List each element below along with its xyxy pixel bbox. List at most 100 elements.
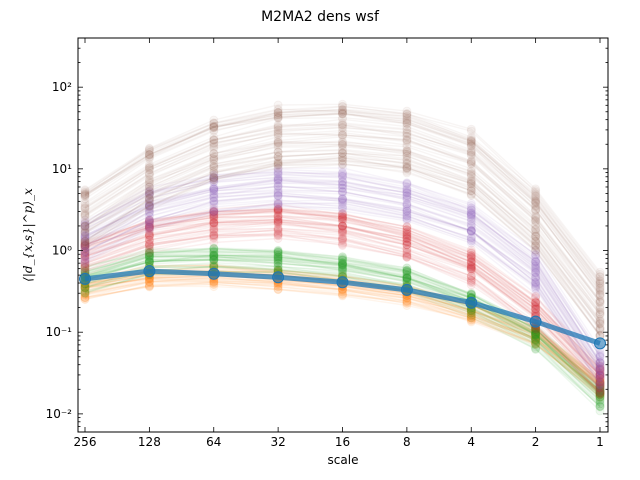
bundle-point	[80, 289, 90, 299]
bundle-point	[273, 246, 283, 256]
bundle-point	[273, 256, 283, 266]
bundle-point	[209, 206, 219, 216]
bundle-point	[209, 231, 219, 241]
bundle-point	[209, 217, 219, 227]
bundle-point	[209, 250, 219, 260]
bundle-point	[531, 340, 541, 350]
bundle-point	[595, 378, 605, 388]
bundle-curve	[84, 207, 601, 370]
bundle-point	[531, 302, 541, 312]
bundle-point	[338, 289, 347, 299]
series-point	[143, 265, 156, 278]
bundle-point	[144, 239, 154, 249]
bundle-point	[209, 149, 219, 158]
bundle-point	[338, 234, 347, 244]
bundle-point	[595, 401, 605, 411]
bundle-point	[144, 222, 154, 232]
bundle-curve	[84, 235, 601, 392]
bundle-point	[595, 384, 605, 394]
bundle-point	[531, 206, 541, 216]
bundle-curve	[84, 254, 601, 394]
bundle-point	[466, 313, 476, 323]
bundle-point	[402, 273, 412, 283]
bundle-point	[466, 271, 476, 281]
bundle-point	[402, 267, 412, 277]
bundle-point	[531, 328, 541, 338]
bundle-point	[595, 386, 605, 396]
bundle-point	[144, 253, 154, 263]
bundle-curve	[84, 254, 601, 390]
bundle-point	[209, 184, 219, 194]
bundle-point	[531, 338, 541, 348]
bundle-point	[144, 245, 154, 255]
bundle-point	[595, 309, 605, 319]
bundle-point	[338, 101, 347, 111]
bundle-point	[595, 385, 605, 395]
bundle-point	[531, 342, 541, 352]
bundle-point	[466, 313, 476, 323]
bundle-curve	[84, 249, 601, 388]
bundle-point	[273, 155, 283, 165]
bundle-point	[531, 329, 541, 339]
bundle-point	[595, 388, 605, 398]
bundle-point	[595, 392, 605, 402]
bundle-point	[338, 214, 347, 224]
bundle-point	[338, 253, 347, 263]
bundle-point	[338, 213, 347, 223]
bundle-point	[338, 291, 347, 301]
bundle-curve	[84, 285, 601, 398]
bundle-point	[595, 392, 605, 401]
bundle-point	[273, 250, 283, 260]
bundle-point	[144, 243, 154, 253]
bundle-point	[402, 249, 412, 259]
bundle-point	[402, 265, 412, 275]
bundle-point	[144, 251, 154, 261]
bundle-point	[402, 244, 412, 254]
bundle-point	[466, 313, 476, 323]
y-tick-label: 10²	[52, 80, 72, 94]
bundle-point	[80, 237, 90, 247]
bundle-point	[144, 235, 154, 245]
bundle-curve	[84, 208, 601, 367]
bundle-point	[466, 310, 476, 320]
bundle-point	[144, 177, 154, 187]
bundle-point	[209, 252, 219, 262]
bundle-point	[466, 254, 476, 263]
bundle-point	[144, 281, 154, 291]
bundle-point	[144, 248, 154, 257]
bundle-point	[80, 258, 90, 268]
bundle-point	[595, 396, 605, 406]
bundle-point	[595, 387, 605, 396]
bundle-point	[209, 204, 219, 214]
bundle-point	[209, 251, 219, 261]
bundle-point	[595, 373, 605, 383]
bundle-point	[466, 254, 476, 264]
bundle-point	[338, 130, 347, 140]
bundle-point	[209, 233, 219, 243]
bundle-point	[466, 264, 476, 274]
bundle-point	[402, 273, 412, 283]
bundle-curve	[84, 219, 601, 379]
y-tick-label: 10⁰	[52, 244, 72, 258]
bundle-point	[144, 215, 154, 225]
bundle-point	[466, 169, 476, 179]
bundle-point	[531, 333, 541, 343]
series-point	[207, 267, 220, 280]
bundle-curve	[84, 248, 601, 392]
bundle-point	[531, 297, 541, 307]
bundle-point	[595, 390, 605, 400]
bundle-point	[209, 249, 219, 258]
bundle-point	[80, 295, 90, 304]
bundle-point	[273, 252, 283, 262]
bundle-curve	[84, 253, 601, 392]
bundle-point	[338, 252, 347, 262]
bundle-point	[273, 218, 283, 228]
bundle-point	[209, 213, 219, 223]
bundle-point	[273, 258, 283, 268]
bundle-curve	[84, 230, 601, 394]
bundle-point	[80, 292, 90, 302]
bundle-point	[209, 243, 219, 253]
bundle-point	[338, 261, 347, 270]
bundle-point	[595, 390, 605, 400]
bundle-point	[209, 224, 219, 234]
